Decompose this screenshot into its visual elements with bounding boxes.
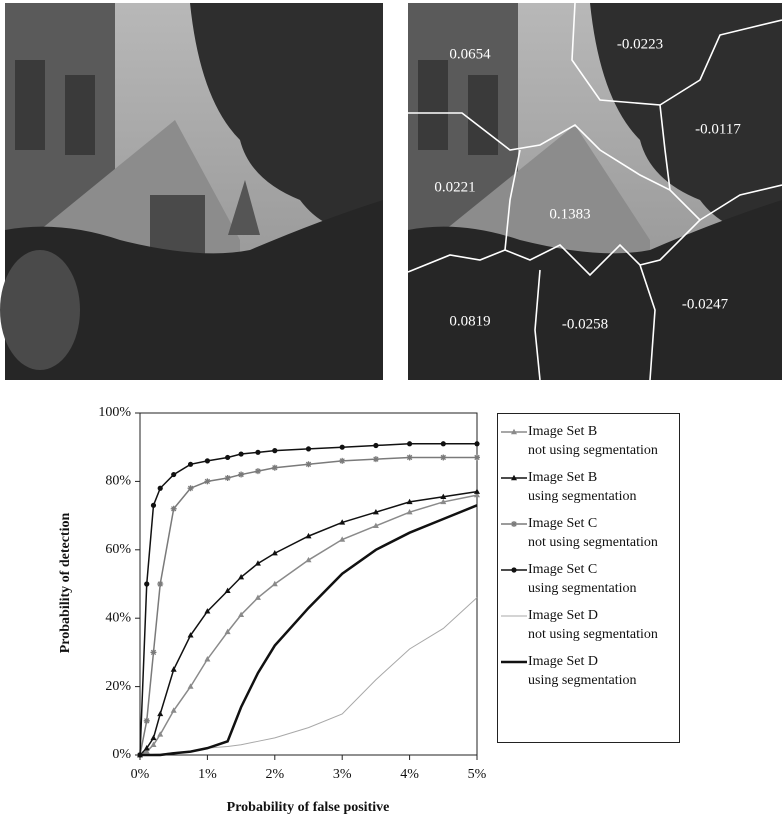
segment-label: -0.0223 <box>617 36 663 52</box>
page: 0.0654 -0.0223 -0.0117 0.0221 0.1383 0.0819 -0… <box>0 0 782 821</box>
legend-label: Image Set D not using segmentation <box>528 606 658 644</box>
point <box>225 475 231 481</box>
segment-label: 0.1383 <box>549 206 590 222</box>
point <box>188 462 193 467</box>
legend-symbol <box>500 564 528 576</box>
point <box>255 450 260 455</box>
point <box>306 446 311 451</box>
segment-label: 0.0654 <box>449 46 491 62</box>
segment-label: -0.0117 <box>695 121 741 137</box>
point <box>511 567 516 572</box>
legend-symbol <box>500 472 528 484</box>
point <box>511 521 517 527</box>
point <box>157 711 163 716</box>
point <box>239 451 244 456</box>
point <box>171 506 177 512</box>
segment-label: -0.0258 <box>562 316 608 332</box>
point <box>407 454 413 460</box>
series-line <box>140 598 477 755</box>
legend-label: Image Set C not using segmentation <box>528 514 658 552</box>
point <box>157 581 163 587</box>
legend-symbol <box>500 610 528 622</box>
y-tick-label: 20% <box>105 679 131 694</box>
y-tick-label: 80% <box>105 474 131 489</box>
point <box>373 456 379 462</box>
legend: Image Set B not using segmentation Image … <box>497 413 680 743</box>
point <box>407 441 412 446</box>
y-tick-label: 60% <box>105 542 131 557</box>
point <box>440 454 446 460</box>
x-tick-label: 3% <box>333 767 352 782</box>
point <box>272 448 277 453</box>
point <box>441 441 446 446</box>
point <box>339 458 345 464</box>
point <box>205 458 210 463</box>
legend-symbol <box>500 518 528 530</box>
y-tick-label: 0% <box>112 747 131 762</box>
x-axis-title: Probability of false positive <box>227 800 390 815</box>
point <box>340 445 345 450</box>
y-tick-label: 40% <box>105 610 131 625</box>
point <box>225 455 230 460</box>
legend-label: Image Set B using segmentation <box>528 468 637 506</box>
series-line <box>140 492 477 755</box>
original-photo <box>0 3 383 380</box>
segment-label: 0.0221 <box>434 179 475 195</box>
x-tick-label: 2% <box>265 767 284 782</box>
y-tick-label: 100% <box>98 405 131 420</box>
point <box>474 488 480 493</box>
point <box>238 472 244 478</box>
point <box>306 461 312 467</box>
point <box>373 443 378 448</box>
x-tick-label: 5% <box>468 767 487 782</box>
point <box>255 468 261 474</box>
series-line <box>140 505 477 755</box>
point <box>171 666 177 671</box>
point <box>144 718 150 724</box>
x-tick-label: 4% <box>400 767 419 782</box>
legend-label: Image Set D using segmentation <box>528 652 637 690</box>
y-axis-title: Probability of detection <box>58 513 73 654</box>
x-tick-label: 0% <box>131 767 150 782</box>
point <box>474 454 480 460</box>
legend-symbol <box>500 656 528 668</box>
photos: 0.0654 -0.0223 -0.0117 0.0221 0.1383 0.0819 -0… <box>0 0 782 385</box>
point <box>204 478 210 484</box>
legend-symbol <box>500 426 528 438</box>
point <box>158 486 163 491</box>
legend-label: Image Set B not using segmentation <box>528 422 658 460</box>
point <box>188 485 194 491</box>
point <box>151 503 156 508</box>
legend-label: Image Set C using segmentation <box>528 560 637 598</box>
point <box>272 465 278 471</box>
point <box>474 441 479 446</box>
point <box>150 735 156 740</box>
point <box>171 472 176 477</box>
segment-label: 0.0819 <box>449 313 490 329</box>
segment-label: -0.0247 <box>682 296 729 312</box>
segmented-photo: 0.0654 -0.0223 -0.0117 0.0221 0.1383 0.0819 -0… <box>408 3 782 380</box>
x-tick-label: 1% <box>198 767 217 782</box>
point <box>150 649 156 655</box>
point <box>144 581 149 586</box>
